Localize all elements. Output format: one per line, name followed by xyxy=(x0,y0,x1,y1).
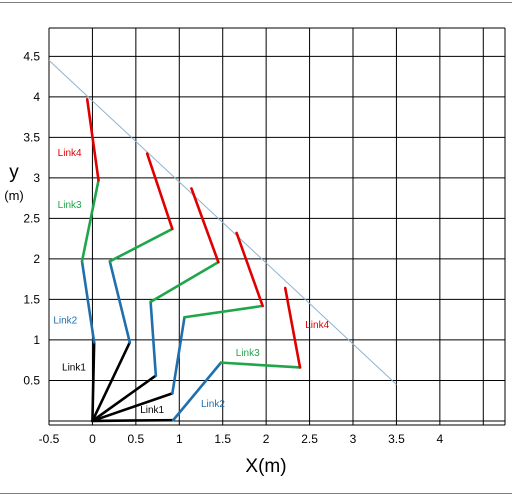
config-4-link1-segment xyxy=(91,392,174,423)
config-1-link2-segment xyxy=(80,260,96,344)
config-2-link3-segment xyxy=(108,227,174,263)
config-4-link3-segment xyxy=(183,304,264,319)
y-axis-unit: (m) xyxy=(4,188,24,203)
config-5-link3-segment xyxy=(219,361,302,369)
config-3-link3-segment xyxy=(149,260,220,304)
config-2-link4-segment xyxy=(145,152,174,231)
y-tick-label: 2.5 xyxy=(23,211,40,225)
config-3-link4-segment xyxy=(190,187,220,264)
link-label: Link1 xyxy=(62,363,86,374)
config-5-link4-segment xyxy=(283,286,302,369)
x-tick-label: 3.5 xyxy=(388,432,405,446)
config-2-link2-segment xyxy=(108,260,132,344)
config-4-link4-segment xyxy=(235,231,264,308)
link-label: Link3 xyxy=(58,200,82,211)
top-rule xyxy=(0,2,512,3)
config-5-link1-segment xyxy=(91,418,175,423)
y-tick-label: 0.5 xyxy=(23,373,40,387)
x-tick-label: 0.5 xyxy=(128,432,145,446)
reference-line xyxy=(48,60,397,385)
config-1-link1-segment xyxy=(91,341,96,423)
config-4-link2-segment xyxy=(171,315,186,395)
y-tick-labels: 0.5 1 1.5 2 2.5 3 3.5 4 4.5 xyxy=(23,49,40,387)
y-tick-label: 2 xyxy=(33,252,40,266)
x-tick-label: 1 xyxy=(176,432,183,446)
x-tick-label: 0 xyxy=(89,432,96,446)
y-tick-label: 3.5 xyxy=(23,130,40,144)
config-5-link2-segment xyxy=(171,361,223,422)
y-tick-label: 4.5 xyxy=(23,49,40,63)
x-tick-label: 2.5 xyxy=(301,432,318,446)
link-label: Link3 xyxy=(236,348,260,359)
x-tick-label: 1.5 xyxy=(214,432,231,446)
config-3-link2-segment xyxy=(149,300,158,377)
x-tick-label: 2 xyxy=(263,432,270,446)
config-3-link1-segment xyxy=(91,374,158,423)
x-tick-labels: -0.5 0 0.5 1 1.5 2 2.5 3 3.5 4 xyxy=(39,432,444,446)
x-tick-label: -0.5 xyxy=(39,432,60,446)
link-label: Link2 xyxy=(201,399,225,410)
y-tick-label: 1 xyxy=(33,333,40,347)
y-tick-label: 1.5 xyxy=(23,292,40,306)
bottom-rule xyxy=(0,493,512,494)
config-1-link4-segment xyxy=(85,97,100,182)
config-2-link1-segment xyxy=(91,341,132,423)
grid xyxy=(48,27,506,426)
x-tick-label: 4 xyxy=(437,432,444,446)
link-label: Link2 xyxy=(53,316,77,327)
link-segments xyxy=(80,97,302,423)
link-label: Link4 xyxy=(58,148,82,159)
y-tick-label: 4 xyxy=(33,90,40,104)
y-axis-title: y xyxy=(9,162,19,183)
link-label: Link4 xyxy=(305,320,329,331)
x-axis-title: X(m) xyxy=(245,456,286,477)
link-labels: Link4 Link3 Link2 Link1 Link1 Link2 Link3 Link4 xyxy=(53,148,329,416)
config-1-link3-segment xyxy=(80,179,100,263)
y-tick-label: 3 xyxy=(33,171,40,185)
link-label: Link1 xyxy=(140,405,164,416)
x-tick-label: 3 xyxy=(350,432,357,446)
